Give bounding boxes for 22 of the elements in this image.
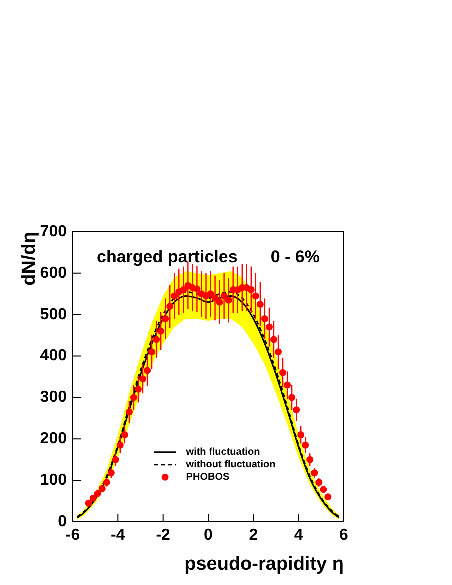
x-axis-title: pseudo-rapidity η — [184, 554, 344, 575]
y-tick-label: 400 — [40, 348, 68, 365]
x-tick-label: 2 — [249, 527, 258, 544]
legend-label: PHOBOS — [186, 472, 230, 484]
y-axis-title: dN/dη — [19, 232, 40, 286]
y-tick-label: 600 — [40, 264, 68, 282]
annotation: 0 - 6% — [270, 248, 320, 267]
y-tick-label: 300 — [40, 389, 68, 406]
y-tick-label: 500 — [40, 306, 68, 324]
x-tick-label: 6 — [340, 527, 349, 544]
x-tick-label: 0 — [204, 527, 214, 544]
x-tick-label: -6 — [66, 527, 80, 544]
y-tick-label: 100 — [40, 472, 68, 489]
legend-label: without fluctuation — [185, 460, 276, 471]
x-tick-label: 4 — [294, 527, 304, 544]
y-tick-label: 0 — [58, 513, 68, 530]
y-tick-label: 200 — [40, 430, 68, 448]
text: charged particles — [97, 248, 238, 267]
y-tick-label: 700 — [40, 223, 68, 240]
x-tick-label: -2 — [156, 527, 171, 544]
x-tick-label: -4 — [111, 527, 126, 544]
legend-label: with fluctuation — [185, 447, 260, 458]
